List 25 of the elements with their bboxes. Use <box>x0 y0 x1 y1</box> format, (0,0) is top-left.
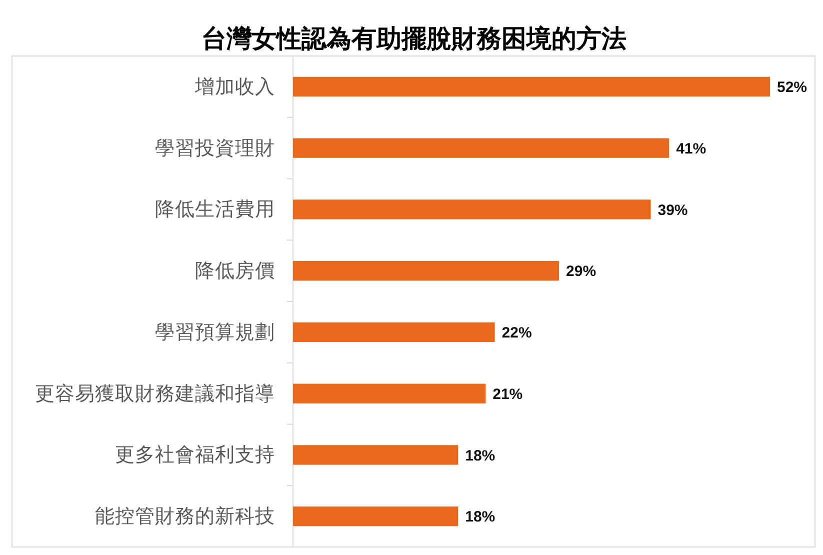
y-tick-label: 更多社會福利支持 <box>115 443 275 466</box>
data-label: 18% <box>465 508 496 526</box>
y-tick-label: 學習預算規劃 <box>155 320 275 344</box>
bar <box>293 506 458 526</box>
data-label: 29% <box>566 263 596 280</box>
y-tick-label: 降低房價 <box>195 259 275 282</box>
y-tick-label: 降低生活費用 <box>155 198 275 221</box>
bar <box>293 76 770 97</box>
bar <box>293 138 670 158</box>
data-label: 52% <box>777 79 808 96</box>
data-label: 22% <box>502 324 532 342</box>
y-tick-label: 更容易獲取財務建議和指導 <box>35 382 275 405</box>
data-label: 21% <box>492 386 523 403</box>
data-label: 41% <box>676 140 706 158</box>
y-tick-label: 學習投資理財 <box>155 136 275 160</box>
chart-title: 台灣女性認為有助擺脫財務困境的方法 <box>202 24 626 53</box>
data-label: 18% <box>465 447 496 464</box>
y-tick-label: 能控管財務的新科技 <box>95 504 275 528</box>
bar <box>293 384 486 404</box>
bar <box>293 322 495 342</box>
bar <box>293 445 458 465</box>
data-label: 39% <box>658 202 688 219</box>
bar <box>293 200 651 220</box>
bar <box>293 260 560 281</box>
y-tick-label: 增加收入 <box>194 74 275 98</box>
